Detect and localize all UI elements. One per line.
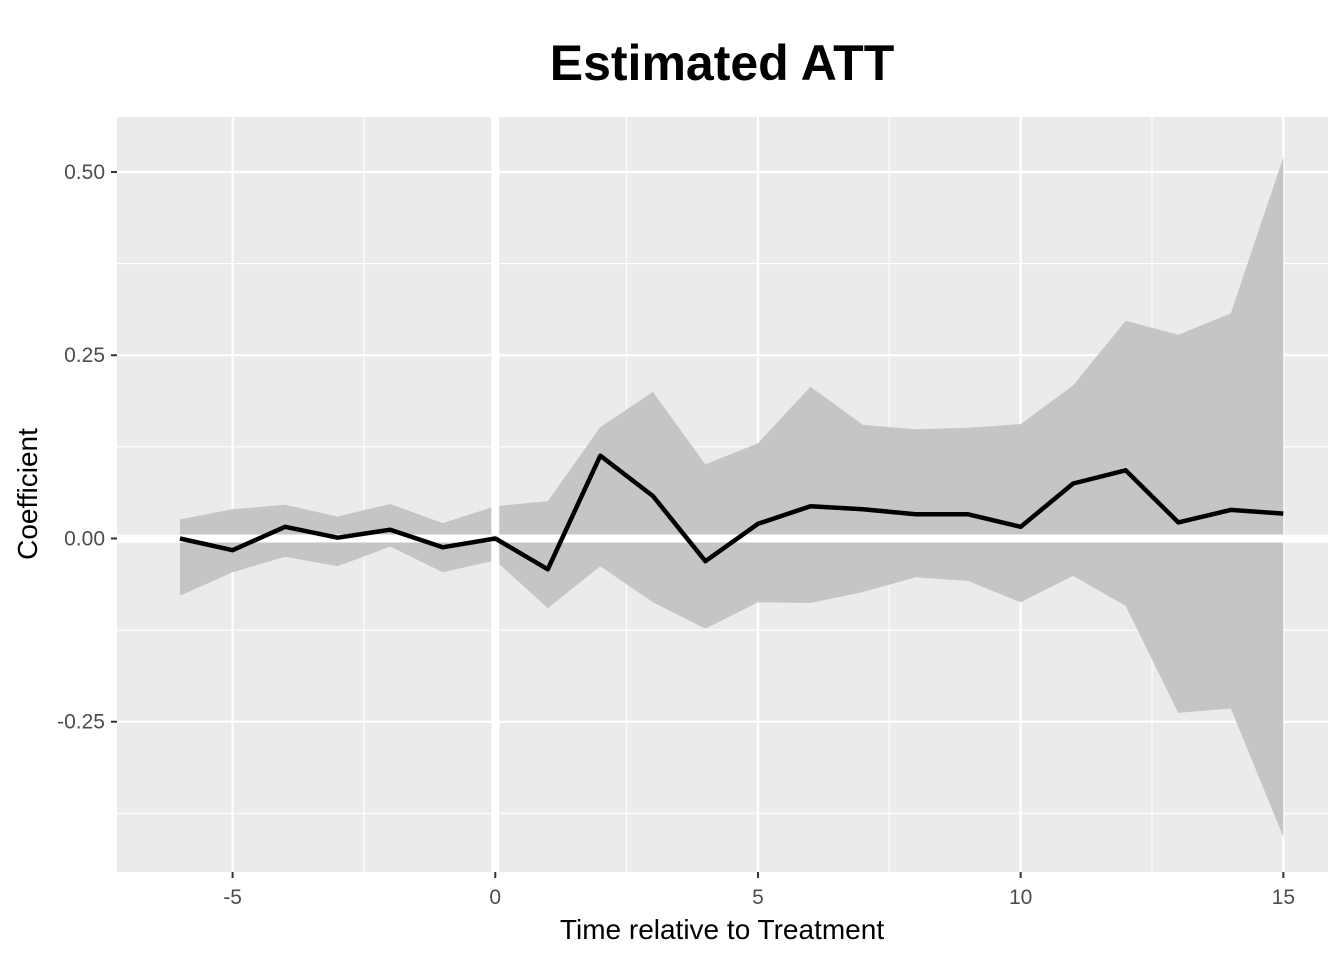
x-tick-label: 5 xyxy=(752,886,764,909)
plot-panel xyxy=(117,117,1328,872)
y-tick-label: -0.25 xyxy=(57,711,105,734)
x-tick-label: 10 xyxy=(1009,886,1032,909)
axes: -5 0 5 10 15 -0.25 0.00 0.25 0.50 xyxy=(57,161,1295,909)
x-axis-title: Time relative to Treatment xyxy=(560,914,884,945)
confidence-ribbon xyxy=(180,157,1284,837)
x-tick-label: 15 xyxy=(1272,886,1295,909)
y-axis-title: Coefficient xyxy=(12,428,43,560)
estimate-line xyxy=(179,453,1284,572)
x-tick-label: 0 xyxy=(489,886,501,909)
y-tick-label: 0.25 xyxy=(64,344,105,367)
y-tick-label: 0.50 xyxy=(64,161,105,184)
x-tick-label: -5 xyxy=(223,886,242,909)
chart-title: Estimated ATT xyxy=(550,35,894,91)
y-tick-label: 0.00 xyxy=(64,527,105,550)
